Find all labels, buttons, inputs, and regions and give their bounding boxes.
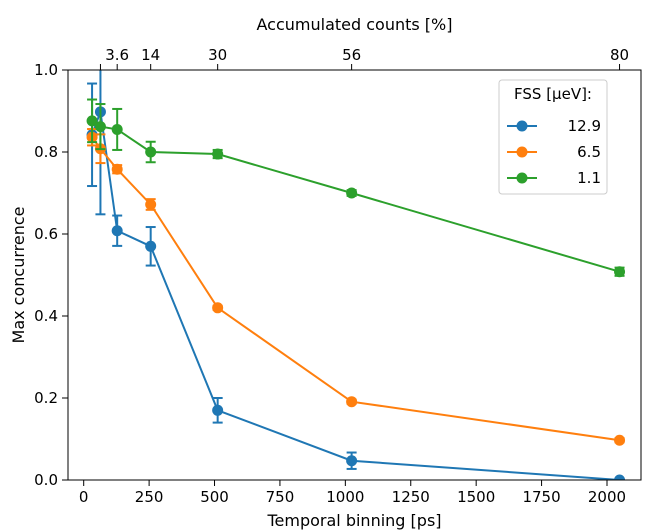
data-point <box>212 302 224 314</box>
legend-title: FSS [µeV]: <box>514 85 592 103</box>
data-point <box>614 474 626 480</box>
legend: FSS [µeV]: 12.9 6.5 1.1 <box>498 79 608 195</box>
y-tick-label: 1.0 <box>34 61 58 79</box>
data-point <box>346 396 358 408</box>
y-tick-label: 0.6 <box>34 225 58 243</box>
top-tick-label: 30 <box>208 46 227 64</box>
data-point <box>94 121 106 133</box>
top-axis-label: Accumulated counts [%] <box>257 15 453 34</box>
y-tick-label: 0.8 <box>34 143 58 161</box>
y-axis-label: Max concurrence <box>9 207 28 344</box>
data-point <box>145 198 157 210</box>
data-point <box>86 115 98 127</box>
data-layer <box>86 70 626 480</box>
x-tick-label: 250 <box>135 488 164 506</box>
top-tick-label: 14 <box>141 46 160 64</box>
data-point <box>614 266 626 278</box>
legend-marker <box>516 146 528 158</box>
data-point <box>111 123 123 135</box>
x-tick-label: 750 <box>266 488 295 506</box>
x-tick-label: 1000 <box>326 488 364 506</box>
legend-marker <box>516 172 528 184</box>
top-tick-label: 56 <box>342 46 361 64</box>
top-tick-label: 3.6 <box>105 46 129 64</box>
data-point <box>614 434 626 446</box>
plot-frame <box>67 69 642 481</box>
legend-label: 1.1 <box>577 169 601 187</box>
data-point <box>212 404 224 416</box>
data-point <box>346 187 358 199</box>
y-tick-label: 0.2 <box>34 389 58 407</box>
legend-entry: 6.5 <box>507 143 601 161</box>
axes: 0 250 500 750 1000 1250 1500 1750 2000 0.0 0.2 0.4 0… <box>34 46 629 506</box>
data-point <box>111 163 123 175</box>
x-tick-label: 500 <box>200 488 229 506</box>
series-2 <box>86 98 626 278</box>
legend-box <box>498 79 608 195</box>
x-tick-label: 1500 <box>457 488 495 506</box>
legend-entry: 1.1 <box>507 169 601 187</box>
y-tick-label: 0.0 <box>34 471 58 489</box>
legend-label: 6.5 <box>577 143 601 161</box>
x-tick-label: 2000 <box>588 488 626 506</box>
data-point <box>212 148 224 160</box>
top-tick-label: 80 <box>610 46 629 64</box>
data-point <box>145 146 157 158</box>
data-point <box>145 240 157 252</box>
data-point <box>111 225 123 237</box>
x-tick-label: 1250 <box>392 488 430 506</box>
legend-label: 12.9 <box>568 117 601 135</box>
legend-entry: 12.9 <box>507 117 601 135</box>
x-axis-label: Temporal binning [ps] <box>266 511 441 530</box>
x-tick-label: 0 <box>79 488 89 506</box>
y-tick-label: 0.4 <box>34 307 58 325</box>
x-tick-label: 1750 <box>522 488 560 506</box>
data-point <box>346 455 358 467</box>
legend-marker <box>516 120 528 132</box>
